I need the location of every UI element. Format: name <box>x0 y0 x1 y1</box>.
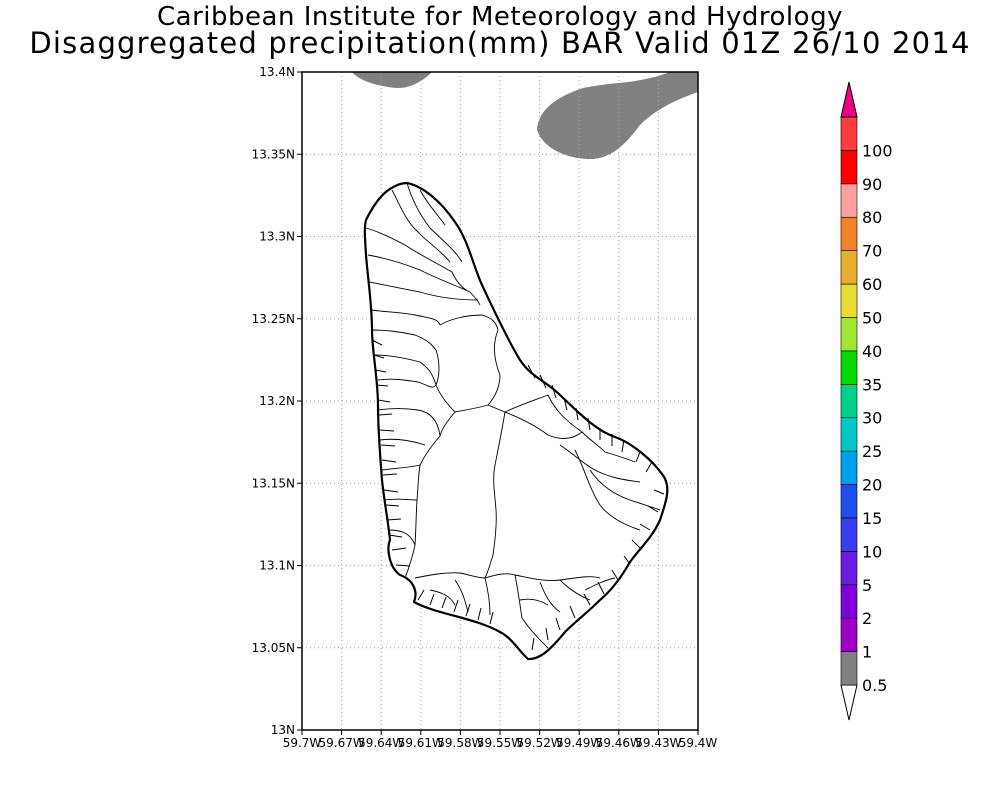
title-institute: Caribbean Institute for Meteorology and … <box>157 2 843 32</box>
colorbar-arrow-low <box>840 684 858 721</box>
colorbar-swatch <box>840 484 858 519</box>
x-tick-label: 59.43W <box>635 736 681 750</box>
colorbar-label: 10 <box>862 542 882 561</box>
colorbar-label: 80 <box>862 208 882 227</box>
x-tick-label: 59.52W <box>516 736 562 750</box>
colorbar-label: 40 <box>862 342 882 361</box>
x-tick-label: 59.64W <box>358 736 404 750</box>
colorbar-swatch <box>840 150 858 185</box>
colorbar-swatch <box>840 116 858 151</box>
colorbar-swatch <box>840 383 858 419</box>
y-tick-label: 13.35N <box>252 147 295 161</box>
colorbar-arrow-high <box>840 81 858 118</box>
colorbar-swatch <box>840 651 858 686</box>
colorbar-swatch <box>840 617 858 652</box>
precip-layer <box>352 72 698 160</box>
x-tick-label: 59.7W <box>283 736 322 750</box>
colorbar-swatch <box>840 350 858 385</box>
title-product: Disaggregated precipitation(mm) BAR Vali… <box>29 26 971 60</box>
colorbar-label: 30 <box>862 409 882 428</box>
precip-area-north <box>352 72 432 88</box>
colorbar-label: 60 <box>862 275 882 294</box>
x-axis: 59.7W59.67W59.64W59.61W59.58W59.55W59.52… <box>283 730 718 750</box>
colorbar-swatch <box>840 283 858 318</box>
x-tick-label: 59.49W <box>556 736 602 750</box>
colorbar-label: 20 <box>862 476 882 495</box>
colorbar-label: 5 <box>862 576 872 595</box>
colorbar-swatch <box>840 250 858 285</box>
y-tick-label: 13.25N <box>252 312 295 326</box>
y-tick-label: 13.2N <box>259 394 295 408</box>
y-tick-label: 13.05N <box>252 641 295 655</box>
colorbar-label: 15 <box>862 509 882 528</box>
colorbar-label: 35 <box>862 375 882 394</box>
x-tick-label: 59.61W <box>398 736 444 750</box>
x-tick-label: 59.58W <box>437 736 483 750</box>
x-tick-label: 59.55W <box>477 736 523 750</box>
y-tick-label: 13.3N <box>259 230 295 244</box>
colorbar-swatch <box>840 417 858 452</box>
y-tick-label: 13.15N <box>252 476 295 490</box>
precip-area-northeast <box>537 72 698 160</box>
colorbar-label: 100 <box>862 141 893 160</box>
colorbar-label: 50 <box>862 308 882 327</box>
y-tick-label: 13.1N <box>259 559 295 573</box>
watershed-boundaries <box>365 182 661 649</box>
colorbar-swatch <box>840 551 858 586</box>
x-tick-label: 59.4W <box>679 736 718 750</box>
colorbar-label: 1 <box>862 643 872 662</box>
colorbar-label: 0.5 <box>862 676 887 695</box>
x-tick-label: 59.46W <box>596 736 642 750</box>
colorbar-label: 90 <box>862 175 882 194</box>
colorbar-swatch <box>840 517 858 552</box>
y-axis: 13.4N 13.35N 13.3N 13.25N 13.2N 13.15N 13.1N 13… <box>252 65 302 737</box>
x-tick-label: 59.67W <box>318 736 364 750</box>
coastal-gullies <box>371 339 665 651</box>
colorbar-swatch <box>840 584 858 619</box>
y-tick-label: 13N <box>271 723 295 737</box>
colorbar-swatch <box>840 216 858 251</box>
colorbar-label: 2 <box>862 609 872 628</box>
colorbar-swatch <box>840 183 858 218</box>
colorbar-label: 70 <box>862 242 882 261</box>
colorbar-swatch <box>840 450 858 485</box>
barbados-island <box>363 181 669 661</box>
colorbar-swatch <box>840 317 858 352</box>
colorbar-label: 25 <box>862 442 882 461</box>
y-tick-label: 13.4N <box>259 65 295 79</box>
